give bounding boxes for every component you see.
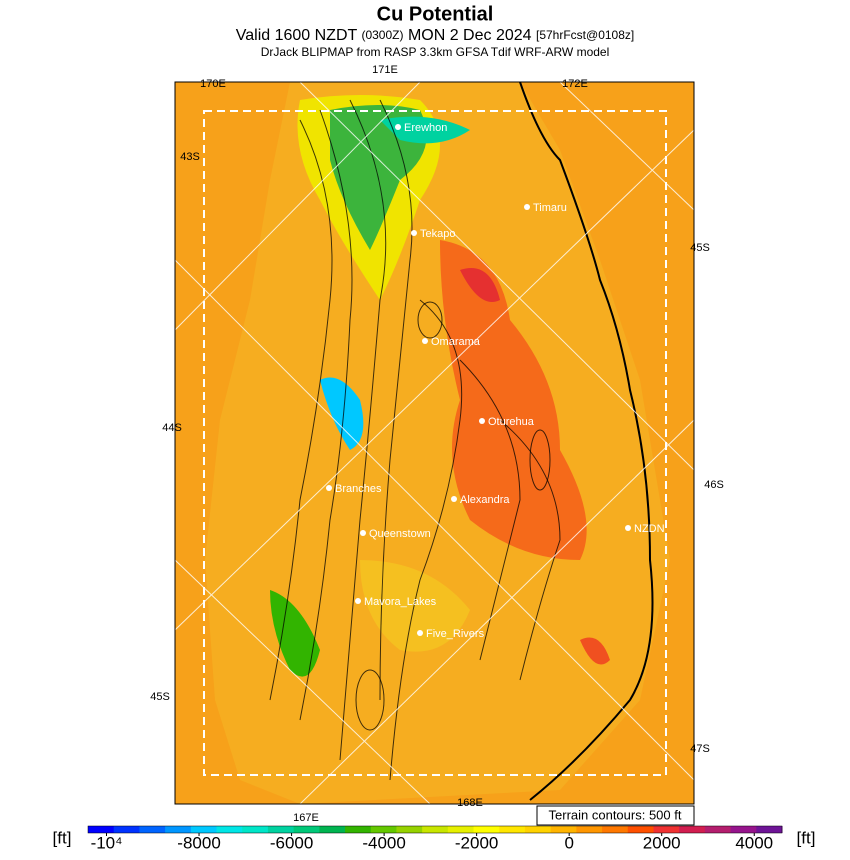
colorbar-segment [293,826,320,833]
place-dot [360,530,366,536]
colorbar-tick-label: 4000 [735,833,773,852]
cyan-zone [320,377,364,450]
colorbar-tick-label: -4000 [362,833,405,852]
terrain-note: Terrain contours: 500 ft [549,807,682,822]
map-frame [174,81,695,805]
colorbar-segment [139,826,166,833]
grid-label: 45S [150,691,170,703]
places: Erewhon Timaru Tekapo Omarama Oturehua Branch… [326,122,665,640]
colorbar: -10⁴ -8000 -6000 -4000 -2000 0 2000 4000 [87,825,783,852]
subtitle-part: MON 2 Dec 2024 [408,27,532,44]
colorbar-segment [756,826,783,833]
place-label: Timaru [533,202,567,214]
grid-labels: 170E 171E 172E 43S 45S 44S 46S 45S 47S 167E 168E [150,64,724,824]
colorbar-segment [524,826,552,833]
land [205,82,670,804]
colorbar-tick-label: -2000 [455,833,498,852]
units-right: [ft] [797,828,816,847]
coastline [519,82,654,801]
place-dot [395,124,401,130]
colorbar-segment [602,826,629,833]
grid-label: 172E [562,78,588,90]
title: Cu Potential [377,3,494,25]
grid-label: 44S [162,422,182,434]
red-zone [580,637,610,665]
subtitle: Valid 1600 NZDT (0300Z) MON 2 Dec 2024 [… [236,27,634,44]
colorbar-segment [730,826,757,833]
terrain-contours [269,99,561,781]
colorbar-segment [679,826,706,833]
grid-label: 168E [457,797,483,809]
subtitle-part: (0300Z) [361,28,403,42]
place-label: Oturehua [488,416,535,428]
place-label: Branches [335,483,382,495]
place-dot [422,338,428,344]
grid-label: 46S [704,479,724,491]
colorbar-tick-label: -6000 [270,833,313,852]
colorbar-segment [370,826,397,833]
grid-label: 45S [690,242,710,254]
red-zone [440,240,587,560]
yellow-zone [360,560,470,652]
colorbar-segment [704,826,732,833]
place-label: Erewhon [404,122,447,134]
place-label: Mavora_Lakes [364,596,437,608]
place-label: Five_Rivers [426,628,485,640]
graticule [175,82,694,804]
subtitle-part: Valid 1600 NZDT [236,27,358,44]
colorbar-segment [242,826,269,833]
model-line: DrJack BLIPMAP from RASP 3.3km GFSA Tdif… [261,45,610,59]
place-dot [625,525,631,531]
place-label: Tekapo [420,228,455,240]
colorbar-tick-label: 0 [564,833,573,852]
units-left: [ft] [53,828,72,847]
place-label: NZDN [634,523,665,535]
place-label: Omarama [431,336,481,348]
colorbar-frame [87,825,783,834]
grid-label: 171E [372,64,398,76]
grid-label: 43S [180,151,200,163]
subtitle-part: [57hrFcst@0108z] [536,28,634,42]
colorbar-segment [473,826,500,833]
colorbar-segment [165,826,192,833]
colorbar-segment [653,826,680,833]
colorbar-segment [422,826,449,833]
place-dot [411,230,417,236]
colorbar-segment [190,826,218,833]
place-dot [451,496,457,502]
colorbar-segment [550,826,577,833]
place-label: Alexandra [460,494,510,506]
colorbar-segment [576,826,603,833]
place-dot [524,204,530,210]
green-zone [270,590,320,677]
colorbar-segment [267,826,295,833]
colorbar-tick-label: 2000 [643,833,681,852]
colorbar-segment [319,826,346,833]
colorbar-tick-label: -8000 [177,833,220,852]
colorbar-segment [499,826,526,833]
place-dot [479,418,485,424]
colorbar-segment [627,826,654,833]
red-zone [460,268,500,302]
place-dot [326,485,332,491]
colorbar-segment [216,826,243,833]
place-label: Queenstown [369,528,431,540]
colorbar-segment [113,826,140,833]
colorbar-segment [345,826,372,833]
domain-box [203,110,667,776]
cyan-zone [380,116,470,144]
terrain-note-box [536,805,695,826]
colorbar-segment [447,826,475,833]
grid-label: 167E [293,812,319,824]
map: 170E 171E 172E 43S 45S 44S 46S 45S 47S 167E 168E E… [150,64,724,824]
colorbar-tick-label: -10⁴ [91,833,123,852]
place-dot [355,598,361,604]
colorbar-segment [88,826,115,833]
grid-label: 170E [200,78,226,90]
place-dot [417,630,423,636]
colorbar-segment [396,826,423,833]
grid-label: 47S [690,743,710,755]
